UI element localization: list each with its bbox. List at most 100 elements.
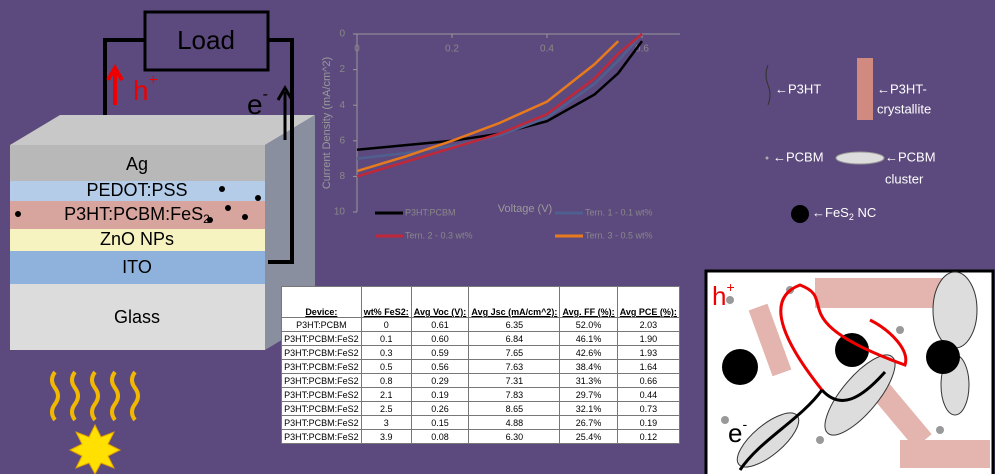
legend-label: Tern. 3 - 0.5 wt% xyxy=(585,230,653,240)
table-cell: Avg PCE (%): xyxy=(617,287,679,318)
p3ht-icon xyxy=(766,65,770,105)
table-cell: 7.65 xyxy=(469,346,560,360)
legend-label: cluster xyxy=(885,171,924,186)
series-line xyxy=(357,34,642,159)
table-row: P3HT:PCBM:FeS20.10.606.8446.1%1.90 xyxy=(282,332,680,346)
table-cell: 42.6% xyxy=(560,346,617,360)
table-cell: 8.65 xyxy=(469,402,560,416)
table-cell: 0.8 xyxy=(361,374,411,388)
hole-label: h+ xyxy=(133,72,158,106)
results-table: Device:wt% FeS2:Avg Voc (V):Avg Jsc (mA/… xyxy=(281,286,680,444)
legend-label: ←P3HT xyxy=(775,81,821,96)
device: Ag PEDOT:PSS P3HT:PCBM:FeS2 ZnO NPs ITO … xyxy=(10,12,315,474)
stack-top xyxy=(10,115,315,145)
morph-legend: ←P3HT ←P3HT- crystallite ←PCBM ←PCBM clu… xyxy=(766,58,936,223)
crystallite-icon xyxy=(857,58,873,120)
layer-label: PEDOT:PSS xyxy=(86,180,187,200)
table-cell: 26.7% xyxy=(560,416,617,430)
table-cell: 0.66 xyxy=(617,374,679,388)
x-tick-label: 0 xyxy=(354,44,360,55)
pcbm-icon xyxy=(766,157,769,160)
table-cell: 52.0% xyxy=(560,318,617,332)
layer-label: ITO xyxy=(122,257,152,277)
table-cell: P3HT:PCBM:FeS2 xyxy=(282,332,362,346)
sun xyxy=(70,425,120,474)
table-cell: 0.44 xyxy=(617,388,679,402)
table-cell: 1.90 xyxy=(617,332,679,346)
layer-label: P3HT:PCBM:FeS2 xyxy=(64,204,210,226)
table-cell: P3HT:PCBM:FeS2 xyxy=(282,402,362,416)
table-cell: 25.4% xyxy=(560,430,617,444)
table-cell: 0.15 xyxy=(411,416,469,430)
legend-label: Tern. 2 - 0.3 wt% xyxy=(405,230,473,240)
label: P3HT:PCBM:FeS xyxy=(64,204,203,224)
legend-label: ←PCBM xyxy=(885,149,936,164)
x-tick-label: 0.2 xyxy=(445,44,459,55)
table-cell: 0.59 xyxy=(411,346,469,360)
table-cell: 6.84 xyxy=(469,332,560,346)
table-cell: 7.63 xyxy=(469,360,560,374)
table-cell: 0 xyxy=(361,318,411,332)
table-cell: P3HT:PCBM:FeS2 xyxy=(282,388,362,402)
table-row: P3HT:PCBM:FeS22.50.268.6532.1%0.73 xyxy=(282,402,680,416)
legend-label: ←FeS2 NC xyxy=(812,205,876,222)
y-tick-label: 8 xyxy=(339,171,345,182)
table-cell: 0.61 xyxy=(411,318,469,332)
table-cell: 32.1% xyxy=(560,402,617,416)
y-axis-label: Current Density (mA/cm^2) xyxy=(321,57,333,189)
legend-label: crystallite xyxy=(877,101,931,116)
table-cell: P3HT:PCBM:FeS2 xyxy=(282,416,362,430)
table-cell: 0.26 xyxy=(411,402,469,416)
table-cell: 0.3 xyxy=(361,346,411,360)
layer-label: Ag xyxy=(126,154,148,174)
table-cell: 2.03 xyxy=(617,318,679,332)
page: Ag PEDOT:PSS P3HT:PCBM:FeS2 ZnO NPs ITO … xyxy=(0,0,995,474)
layer-label: ZnO NPs xyxy=(100,229,174,249)
morphology: h+ e- xyxy=(706,271,993,474)
table-cell: Avg Jsc (mA/cm^2): xyxy=(469,287,560,318)
table-cell: 0.08 xyxy=(411,430,469,444)
legend-label: ←P3HT- xyxy=(877,81,927,96)
table-cell: 29.7% xyxy=(560,388,617,402)
table-cell: 31.3% xyxy=(560,374,617,388)
table-cell: 2.1 xyxy=(361,388,411,402)
table-cell: 0.19 xyxy=(411,388,469,402)
light xyxy=(52,372,138,420)
table-cell: 4.88 xyxy=(469,416,560,430)
y-tick-label: 4 xyxy=(339,100,345,111)
table-cell: 1.64 xyxy=(617,360,679,374)
table-cell: 0.73 xyxy=(617,402,679,416)
y-tick-label: 6 xyxy=(339,135,345,146)
table-cell: Device: xyxy=(282,287,362,318)
table-cell: 6.30 xyxy=(469,430,560,444)
y-tick-label: 10 xyxy=(334,207,346,218)
series-line xyxy=(357,41,618,171)
legend-label: ←PCBM xyxy=(773,149,824,164)
table-cell: 7.83 xyxy=(469,388,560,402)
fes2-icon xyxy=(791,205,809,223)
table-cell: 0.1 xyxy=(361,332,411,346)
hole-arrow xyxy=(108,68,122,105)
table-cell: Avg Voc (V): xyxy=(411,287,469,318)
y-tick-label: 2 xyxy=(339,64,345,75)
legend-label: P3HT:PCBM xyxy=(405,207,456,217)
table-cell: 0.29 xyxy=(411,374,469,388)
table-cell: Avg. FF (%): xyxy=(560,287,617,318)
table-cell: 1.93 xyxy=(617,346,679,360)
table-cell: 0.19 xyxy=(617,416,679,430)
x-tick-label: 0.4 xyxy=(540,44,554,55)
table-cell: 0.60 xyxy=(411,332,469,346)
table-cell: 2.5 xyxy=(361,402,411,416)
table-row: P3HT:PCBM:FeS20.80.297.3131.3%0.66 xyxy=(282,374,680,388)
table-cell: P3HT:PCBM xyxy=(282,318,362,332)
layer-label: Glass xyxy=(114,307,160,327)
cluster-icon xyxy=(836,152,884,164)
table-row: P3HT:PCBM:FeS20.30.597.6542.6%1.93 xyxy=(282,346,680,360)
table-cell: P3HT:PCBM:FeS2 xyxy=(282,346,362,360)
